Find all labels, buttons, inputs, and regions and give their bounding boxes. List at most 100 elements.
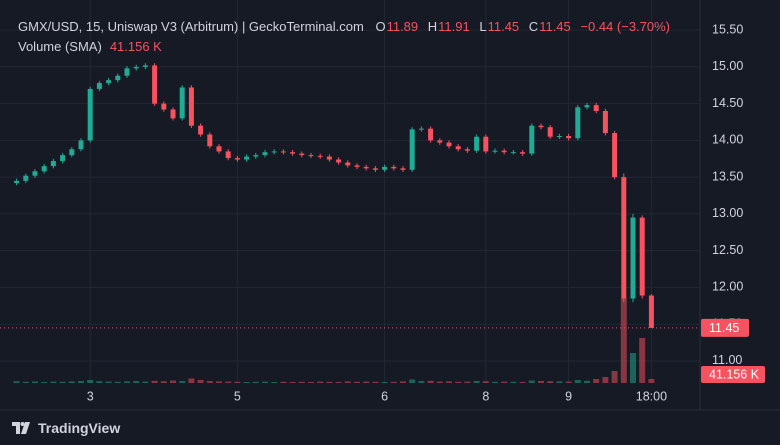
- volume-bar: [326, 381, 333, 383]
- candle-body: [78, 140, 84, 150]
- candle-body: [501, 150, 507, 153]
- volume-bar: [243, 382, 250, 383]
- volume-row: Volume (SMA) 41.156 K: [18, 37, 676, 57]
- candle-body: [409, 129, 415, 170]
- volume-bar: [133, 381, 140, 383]
- price-tag-text: 11.45: [709, 321, 739, 335]
- volume-bar: [280, 381, 287, 383]
- candle-body: [133, 66, 139, 69]
- volume-tag: [701, 366, 765, 383]
- branding: TradingView: [12, 420, 120, 436]
- volume-bar: [151, 380, 158, 383]
- candle-body: [253, 155, 259, 157]
- ohlc-value: 11.45: [539, 19, 571, 34]
- candle-body: [14, 180, 20, 184]
- volume-bar: [556, 381, 563, 383]
- volume-bar: [593, 379, 600, 383]
- volume-bar: [188, 378, 195, 383]
- volume-bar: [78, 381, 84, 383]
- volume-bar: [234, 381, 241, 383]
- volume-bar: [639, 338, 646, 383]
- volume-bar: [197, 380, 204, 383]
- volume-bar: [22, 381, 29, 383]
- volume-bar: [271, 382, 278, 383]
- candle-body: [584, 105, 590, 108]
- candle-body: [639, 217, 645, 296]
- candle-body: [23, 175, 29, 181]
- volume-bar: [455, 381, 462, 383]
- volume-bar: [400, 381, 406, 383]
- volume-bar: [335, 382, 342, 383]
- volume-bar: [501, 381, 508, 383]
- ohlc-letter: O: [375, 19, 386, 34]
- candle-body: [225, 151, 231, 159]
- volume-bar: [473, 381, 480, 383]
- candle-body: [363, 166, 369, 169]
- ohlc-letter: C: [528, 19, 539, 34]
- x-tick-label: 5: [234, 389, 241, 403]
- volume-bar: [206, 381, 213, 383]
- candle-body: [529, 125, 535, 154]
- candle-body: [556, 135, 562, 137]
- volume-bar: [96, 381, 103, 383]
- candle-body: [317, 155, 323, 157]
- y-tick-label: 15.50: [712, 22, 743, 36]
- ohlc-letter: L: [479, 19, 487, 34]
- volume-bar: [565, 381, 572, 383]
- candle-body: [547, 127, 553, 137]
- candle-body: [234, 158, 240, 160]
- candle-body: [566, 135, 572, 139]
- volume-bar: [602, 377, 609, 383]
- volume-bar: [87, 380, 94, 383]
- candle-body: [179, 87, 185, 119]
- volume-bar: [482, 381, 489, 383]
- volume-bar: [317, 381, 324, 383]
- volume-bar: [105, 381, 112, 383]
- candle-body: [87, 88, 93, 141]
- volume-bar: [298, 381, 305, 383]
- candle-body: [161, 103, 167, 110]
- volume-bar: [372, 381, 379, 383]
- candle-body: [299, 153, 305, 156]
- ohlc-letter: H: [427, 19, 438, 34]
- volume-bar: [50, 381, 57, 383]
- volume-bar: [381, 382, 388, 383]
- candle-body: [382, 166, 388, 170]
- ohlc-value: 11.45: [487, 19, 520, 34]
- volume-bar: [630, 353, 636, 383]
- volume-bar: [289, 382, 296, 383]
- candle-body: [207, 134, 213, 147]
- candle-body: [474, 136, 480, 151]
- candle-body: [455, 146, 461, 150]
- candle-body: [400, 168, 406, 170]
- candle-body: [336, 159, 342, 163]
- volume-bar: [308, 382, 314, 383]
- volume-title: Volume (SMA): [18, 39, 102, 54]
- y-tick-label: 14.00: [712, 133, 743, 147]
- price-tag: [701, 318, 749, 337]
- candle-body: [271, 151, 277, 153]
- candle-body: [345, 162, 351, 166]
- candle-body: [308, 155, 314, 157]
- candle-body: [115, 75, 121, 81]
- candle-body: [492, 150, 498, 152]
- change: −0.44 (−3.70%): [580, 19, 671, 34]
- candle-body: [142, 65, 148, 67]
- candle-body: [418, 128, 424, 130]
- brand-text: TradingView: [38, 420, 121, 436]
- candle-body: [188, 87, 194, 126]
- candle-body: [290, 152, 296, 154]
- x-tick-label: 18:00: [636, 389, 667, 403]
- candle-body: [96, 83, 102, 89]
- candle-body: [354, 165, 360, 167]
- volume-value: 41.156 K: [109, 39, 162, 54]
- volume-bar: [446, 381, 452, 383]
- candle-body: [69, 149, 75, 156]
- volume-bar: [418, 381, 425, 383]
- ohlc-value: 11.91: [438, 19, 470, 34]
- volume-bar: [436, 381, 443, 383]
- legend-header: GMX/USD, 15, Uniswap V3 (Arbitrum) | Gec…: [18, 17, 676, 57]
- x-tick-label: 8: [482, 389, 489, 403]
- candle-body: [170, 109, 176, 119]
- symbol-row: GMX/USD, 15, Uniswap V3 (Arbitrum) | Gec…: [18, 17, 676, 37]
